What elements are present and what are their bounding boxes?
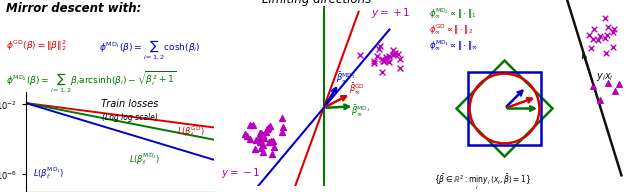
Text: (Log log scale): (Log log scale) — [102, 113, 157, 122]
Point — [372, 55, 382, 58]
Point — [258, 151, 268, 154]
Point — [395, 58, 405, 61]
Text: $\phi^{\mathrm{MD}_1}_\infty \propto \|\cdot\|_\infty$: $\phi^{\mathrm{MD}_1}_\infty \propto \|\… — [429, 38, 478, 53]
Point — [604, 82, 614, 85]
Point — [381, 55, 391, 58]
Point — [264, 141, 274, 144]
Point — [588, 84, 598, 87]
Point — [380, 58, 390, 61]
Point — [588, 37, 598, 41]
Text: $L(\beta_t^{\mathrm{MD}_2})$: $L(\beta_t^{\mathrm{MD}_2})$ — [129, 151, 161, 166]
Text: $y_i x_i$: $y_i x_i$ — [596, 71, 613, 83]
Point — [255, 146, 266, 150]
Text: $\bar{\beta}^{\mathrm{GD}}_\infty$: $\bar{\beta}^{\mathrm{GD}}_\infty$ — [349, 81, 365, 96]
Point — [266, 152, 276, 156]
Point — [248, 124, 258, 127]
Point — [608, 45, 618, 48]
Point — [374, 48, 384, 51]
Point — [593, 39, 604, 42]
Point — [276, 130, 287, 133]
Point — [277, 116, 287, 119]
Point — [602, 33, 612, 36]
Title: Limiting directions: Limiting directions — [262, 0, 371, 6]
Text: $\phi^{\mathrm{GD}}_\infty \propto \|\cdot\|_2$: $\phi^{\mathrm{GD}}_\infty \propto \|\cd… — [429, 22, 474, 37]
Point — [245, 124, 255, 127]
Point — [268, 139, 278, 142]
Point — [369, 59, 379, 62]
Text: $y = -1$: $y = -1$ — [221, 166, 260, 180]
Text: $\phi^{\mathrm{MD}_2}(\beta) = \sum_{i=1,2} \beta_i\mathrm{arcsinh}(\beta_i) - \: $\phi^{\mathrm{MD}_2}(\beta) = \sum_{i=1… — [6, 69, 177, 94]
Point — [388, 53, 398, 56]
Point — [600, 16, 610, 19]
Point — [584, 34, 594, 37]
Point — [264, 125, 275, 128]
Point — [278, 126, 288, 129]
Text: $y = +1$: $y = +1$ — [371, 6, 411, 20]
Point — [595, 35, 605, 38]
Point — [254, 137, 264, 140]
Point — [610, 90, 620, 93]
Point — [250, 148, 260, 151]
Point — [380, 59, 390, 62]
Text: $L(\beta_t^{\mathrm{GD}})$: $L(\beta_t^{\mathrm{GD}})$ — [177, 124, 204, 139]
Point — [255, 132, 266, 135]
Point — [600, 36, 611, 39]
Point — [377, 70, 387, 73]
Point — [258, 144, 268, 147]
Text: $\phi^{\mathrm{MD}_1}(\beta) = \sum_{i=1,2} \cosh(\beta_i)$: $\phi^{\mathrm{MD}_1}(\beta) = \sum_{i=1… — [99, 38, 201, 62]
Point — [383, 60, 394, 64]
Point — [239, 132, 250, 135]
Point — [393, 53, 403, 56]
Point — [609, 27, 620, 30]
Point — [377, 57, 387, 60]
Point — [586, 46, 596, 49]
Point — [383, 57, 394, 60]
Point — [251, 138, 261, 141]
Point — [355, 53, 365, 56]
Point — [383, 55, 394, 58]
Text: $L(\beta_t^{\mathrm{MD}_1})$: $L(\beta_t^{\mathrm{MD}_1})$ — [33, 165, 65, 180]
Point — [378, 59, 388, 62]
Point — [608, 31, 618, 34]
Point — [266, 139, 276, 142]
Point — [242, 135, 252, 138]
Point — [369, 61, 380, 64]
Text: Train losses: Train losses — [100, 99, 158, 109]
Point — [261, 131, 271, 134]
Text: $\{\bar{\beta} \in \mathbb{R}^2 : \min_i y_i \langle x_i, \bar{\beta}\rangle = 1: $\{\bar{\beta} \in \mathbb{R}^2 : \min_i… — [434, 173, 531, 192]
Text: $\phi^{\mathrm{GD}}(\beta) = \|\beta\|_2^2$: $\phi^{\mathrm{GD}}(\beta) = \|\beta\|_2… — [6, 38, 67, 53]
Point — [376, 44, 386, 47]
Point — [262, 128, 272, 131]
Point — [389, 53, 399, 56]
Point — [255, 132, 266, 135]
Point — [388, 48, 398, 51]
Point — [255, 140, 265, 143]
Point — [604, 25, 614, 28]
Point — [589, 28, 599, 31]
Point — [614, 83, 624, 86]
Text: Mirror descent with:: Mirror descent with: — [6, 2, 142, 15]
Text: $\phi^{\mathrm{MD}_2}_\infty \propto \|\cdot\|_1$: $\phi^{\mathrm{MD}_2}_\infty \propto \|\… — [429, 7, 477, 21]
Point — [263, 127, 273, 130]
Point — [395, 66, 405, 69]
Point — [390, 51, 400, 54]
Text: $\bar{\beta}^{\mathrm{MD}_1}_\infty$: $\bar{\beta}^{\mathrm{MD}_1}_\infty$ — [335, 71, 355, 85]
Point — [259, 137, 269, 140]
Point — [600, 51, 611, 54]
Point — [245, 137, 255, 141]
Point — [269, 145, 279, 148]
Point — [258, 134, 268, 137]
Point — [595, 99, 605, 102]
Text: $\bar{\beta}^{\mathrm{MD}_2}_\infty$: $\bar{\beta}^{\mathrm{MD}_2}_\infty$ — [351, 104, 370, 118]
